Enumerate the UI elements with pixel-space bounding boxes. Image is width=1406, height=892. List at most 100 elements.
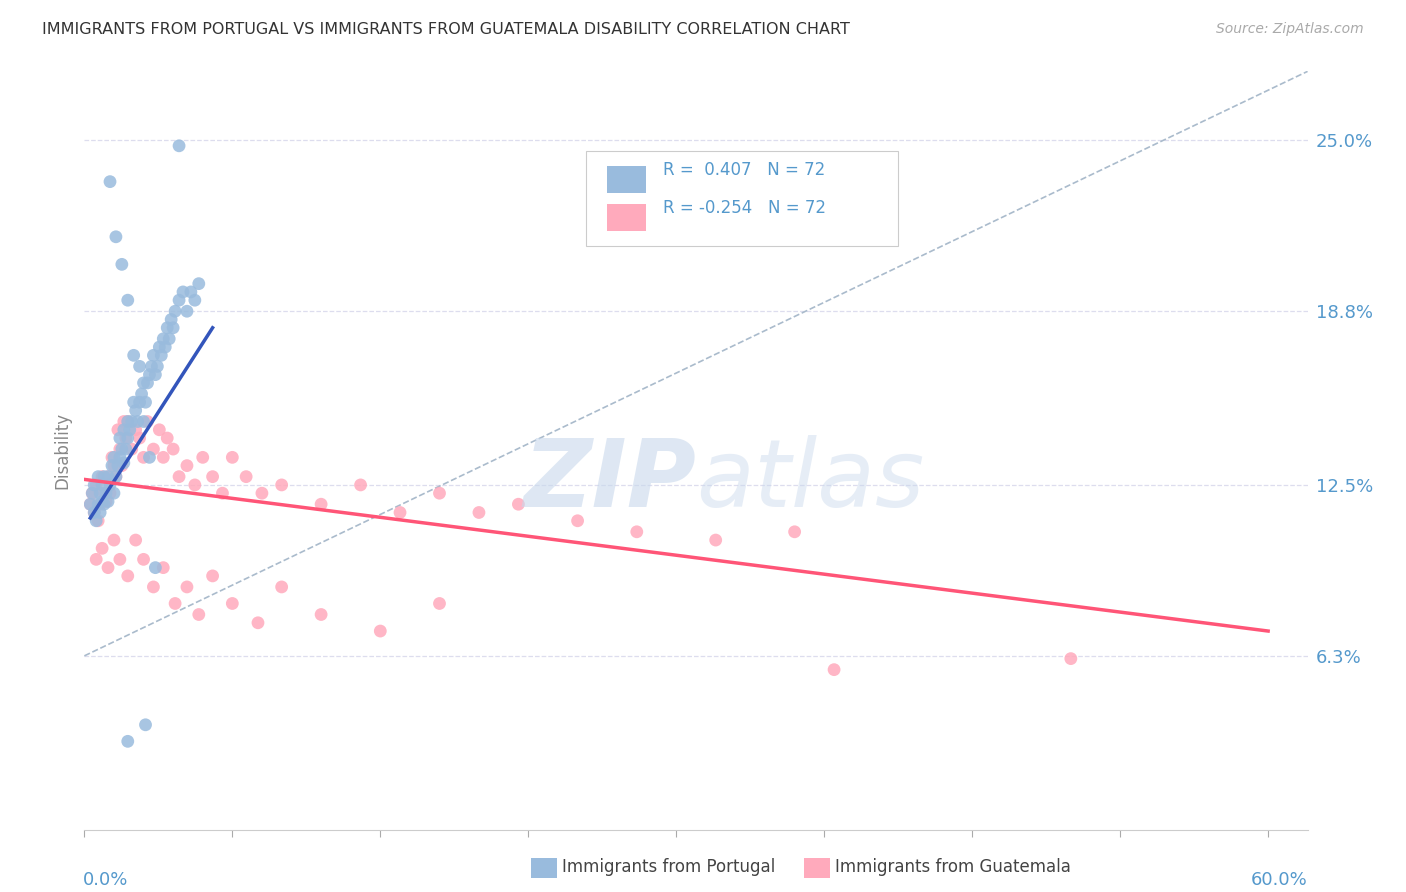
Point	[97, 560, 120, 574]
Point	[1060, 651, 1083, 665]
Point	[128, 431, 150, 445]
Point	[176, 580, 198, 594]
Point	[103, 458, 125, 473]
Point	[98, 478, 121, 492]
Point	[180, 285, 202, 299]
Point	[107, 423, 129, 437]
Point	[111, 442, 134, 456]
Point	[138, 368, 160, 382]
Point	[114, 442, 136, 456]
Point	[108, 431, 131, 445]
Point	[468, 506, 491, 520]
Point	[98, 486, 121, 500]
Point	[165, 304, 187, 318]
Point	[122, 348, 145, 362]
Point	[135, 718, 157, 732]
Point	[156, 320, 179, 334]
Point	[309, 607, 332, 622]
Point	[132, 450, 155, 465]
Point	[309, 497, 332, 511]
Point	[124, 423, 146, 437]
Point	[127, 415, 149, 429]
Point	[101, 458, 124, 473]
Point	[128, 395, 150, 409]
Point	[136, 376, 159, 390]
Point	[83, 478, 105, 492]
Point	[156, 431, 179, 445]
Point	[108, 552, 131, 566]
Point	[108, 450, 131, 465]
Point	[184, 293, 207, 308]
Point	[187, 277, 209, 291]
FancyBboxPatch shape	[586, 151, 898, 245]
Point	[79, 497, 101, 511]
Point	[368, 624, 391, 638]
Point	[148, 340, 170, 354]
Point	[141, 359, 163, 374]
Point	[108, 442, 131, 456]
Point	[152, 450, 174, 465]
Point	[114, 431, 136, 445]
Text: atlas: atlas	[696, 435, 924, 526]
Point	[128, 359, 150, 374]
Point	[97, 494, 120, 508]
Point	[162, 320, 184, 334]
Point	[112, 415, 135, 429]
Point	[111, 257, 134, 271]
Point	[626, 524, 648, 539]
Text: 60.0%: 60.0%	[1251, 871, 1308, 889]
Point	[98, 175, 121, 189]
Point	[117, 415, 139, 429]
Point	[246, 615, 269, 630]
Text: R =  0.407   N = 72: R = 0.407 N = 72	[664, 161, 825, 179]
Point	[124, 533, 146, 547]
Point	[82, 486, 104, 500]
Point	[160, 312, 183, 326]
Point	[89, 497, 111, 511]
Point	[142, 580, 165, 594]
Point	[124, 403, 146, 417]
Point	[176, 304, 198, 318]
Point	[349, 478, 371, 492]
Point	[270, 478, 292, 492]
Point	[270, 580, 292, 594]
Text: R = -0.254   N = 72: R = -0.254 N = 72	[664, 199, 825, 217]
Point	[82, 486, 104, 500]
Point	[162, 442, 184, 456]
Point	[103, 450, 125, 465]
Point	[91, 494, 114, 508]
Point	[191, 450, 214, 465]
FancyBboxPatch shape	[606, 166, 645, 193]
Point	[389, 506, 412, 520]
Point	[155, 340, 177, 354]
Point	[250, 486, 273, 500]
Point	[508, 497, 530, 511]
Text: Immigrants from Guatemala: Immigrants from Guatemala	[835, 858, 1071, 876]
Point	[145, 560, 167, 574]
Point	[165, 597, 187, 611]
Point	[93, 469, 115, 483]
Point	[142, 348, 165, 362]
Point	[146, 359, 169, 374]
Text: 0.0%: 0.0%	[83, 871, 128, 889]
Text: ZIP: ZIP	[523, 434, 696, 527]
Point	[117, 431, 139, 445]
Point	[89, 506, 111, 520]
Point	[132, 415, 155, 429]
Point	[91, 541, 114, 556]
Point	[704, 533, 727, 547]
Point	[132, 376, 155, 390]
Point	[104, 469, 127, 483]
Point	[94, 494, 117, 508]
Point	[107, 458, 129, 473]
Point	[138, 450, 160, 465]
FancyBboxPatch shape	[606, 204, 645, 230]
Point	[167, 293, 190, 308]
Point	[118, 423, 141, 437]
Point	[187, 607, 209, 622]
Point	[167, 469, 190, 483]
Point	[148, 423, 170, 437]
Point	[97, 469, 120, 483]
Point	[122, 395, 145, 409]
Point	[112, 423, 135, 437]
